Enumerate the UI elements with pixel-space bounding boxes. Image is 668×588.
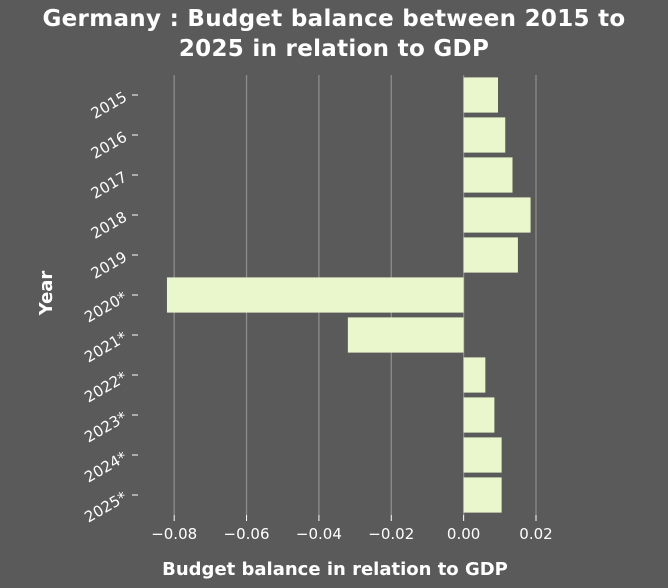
y-tick-label: 2023* — [81, 408, 130, 447]
y-tick-label: 2018 — [88, 208, 130, 243]
bar-2020-projected — [166, 277, 464, 313]
bar-2024-projected — [463, 437, 502, 473]
bar-2025-projected — [463, 477, 502, 513]
chart-title: Germany : Budget balance between 2015 to… — [0, 4, 668, 64]
y-axis-label: Year — [36, 271, 57, 317]
y-tick-label: 2017 — [88, 168, 130, 203]
y-tick-label: 2016 — [88, 128, 130, 163]
chart-title-line-2: 2025 in relation to GDP — [178, 36, 490, 62]
bar-2022-projected — [463, 357, 486, 393]
y-tick-label: 2015 — [88, 88, 130, 123]
y-tick-label: 2025* — [81, 488, 130, 527]
bar-2023-projected — [463, 397, 495, 433]
tick-labels: −0.08 −0.06 −0.04 −0.02 0.00 0.02 2015 2016 2017… — [81, 88, 552, 543]
y-tick-label: 2021* — [81, 328, 130, 367]
y-tick-label: 2022* — [81, 368, 130, 407]
x-tick-label: −0.04 — [296, 525, 342, 543]
bars — [166, 77, 531, 513]
bar-2021-projected — [347, 317, 464, 353]
y-tick-label: 2020* — [81, 288, 130, 327]
x-tick-label: −0.02 — [368, 525, 414, 543]
chart-title-line-1: Germany : Budget balance between 2015 to — [42, 6, 626, 32]
bar-2019 — [463, 237, 518, 273]
bar-2018 — [463, 197, 531, 233]
y-tick-label: 2019 — [88, 248, 130, 283]
x-axis-label: Budget balance in relation to GDP — [162, 559, 508, 580]
x-tick-label: 0.00 — [447, 525, 480, 543]
x-tick-label: −0.06 — [224, 525, 270, 543]
y-tick-label: 2024* — [81, 448, 130, 487]
bar-2016 — [463, 117, 506, 153]
x-tick-label: 0.02 — [519, 525, 552, 543]
bar-2017 — [463, 157, 513, 193]
bar-2015 — [463, 77, 499, 113]
x-tick-label: −0.08 — [151, 525, 197, 543]
